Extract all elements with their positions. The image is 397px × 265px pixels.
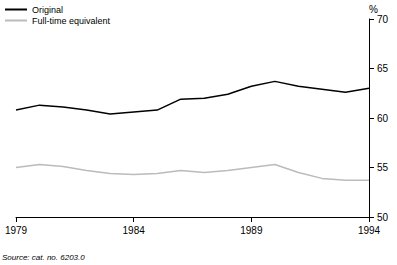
svg-text:Full-time equivalent: Full-time equivalent xyxy=(32,16,111,26)
svg-text:70: 70 xyxy=(377,14,389,25)
svg-text:1979: 1979 xyxy=(5,225,28,236)
svg-text:60: 60 xyxy=(377,113,389,124)
svg-text:55: 55 xyxy=(377,162,389,173)
svg-text:1984: 1984 xyxy=(123,225,146,236)
svg-text:Original: Original xyxy=(32,5,63,15)
svg-text:65: 65 xyxy=(377,63,389,74)
svg-text:Source: cat. no. 6203.0: Source: cat. no. 6203.0 xyxy=(2,253,85,262)
svg-text:50: 50 xyxy=(377,212,389,223)
svg-text:1989: 1989 xyxy=(240,225,263,236)
svg-text:1994: 1994 xyxy=(358,225,381,236)
